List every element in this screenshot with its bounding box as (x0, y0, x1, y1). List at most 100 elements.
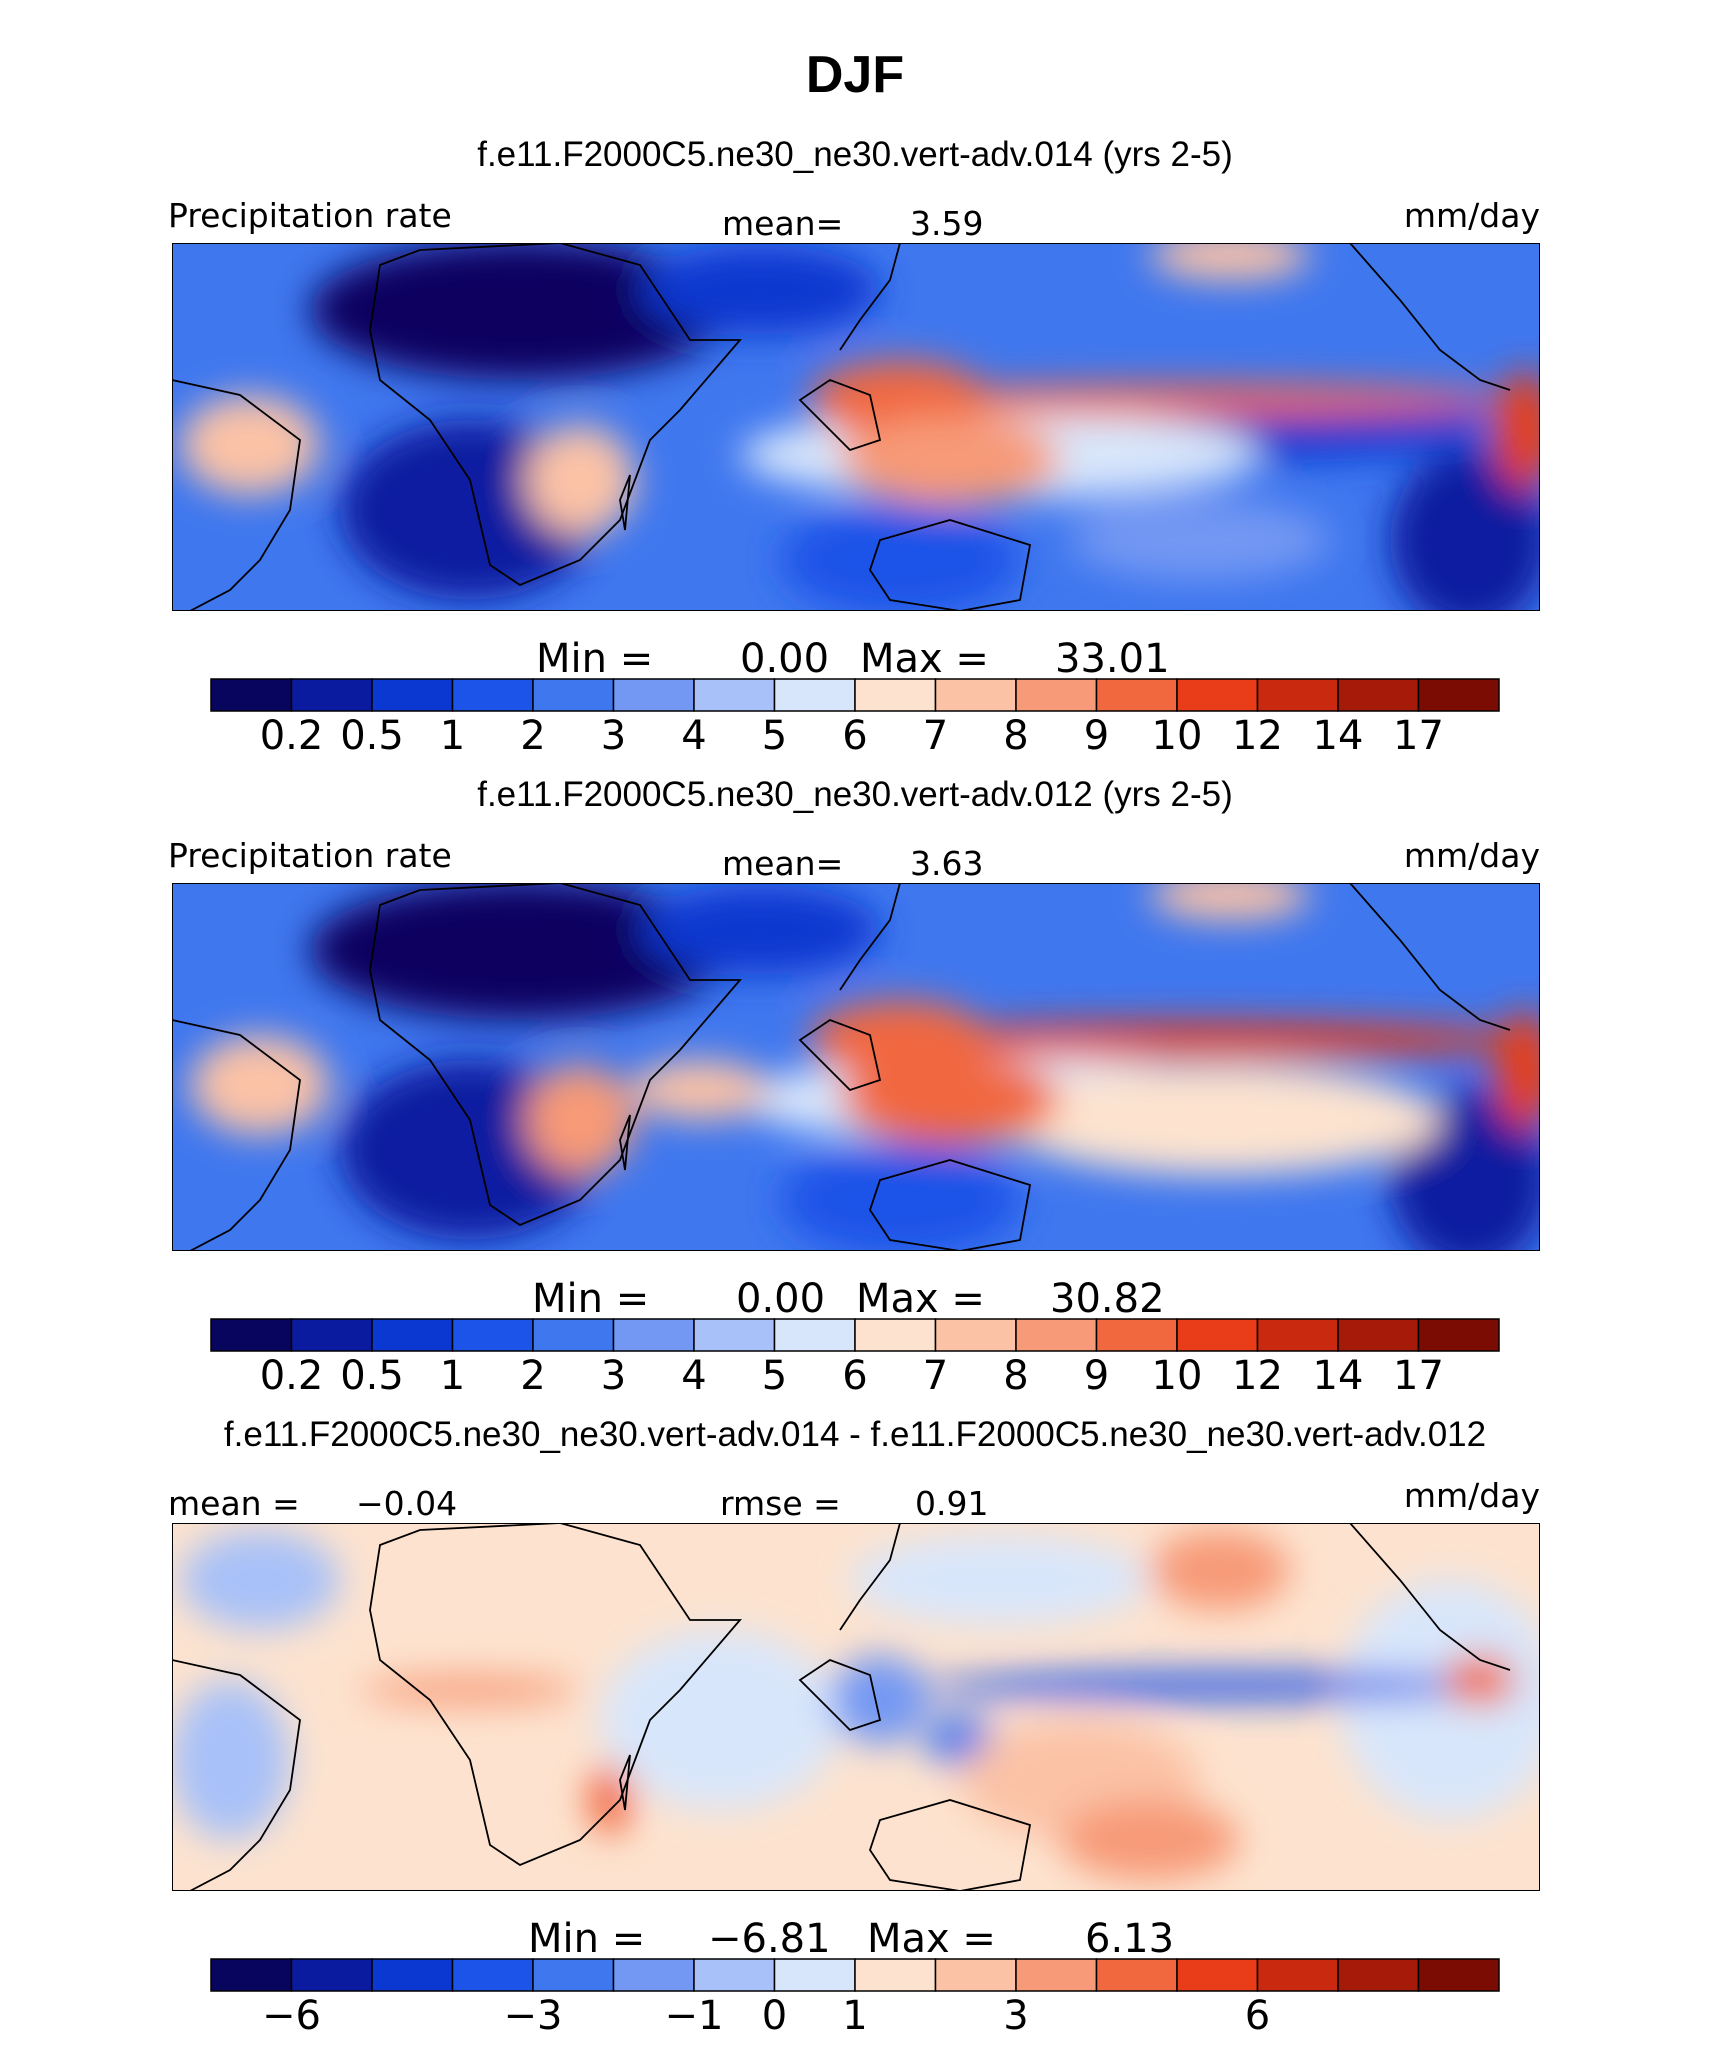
panel-3-min-value: −6.81 (708, 1916, 831, 1962)
colorbar-2-tick-12: 12 (1232, 1353, 1283, 1399)
panel-2-colorbar: 0.2 0.5 1 2 3 4 5 6 7 8 9 10 12 14 17 (210, 1318, 1500, 1399)
panel-2-max-value: 30.82 (1050, 1276, 1165, 1322)
panel-3-coastlines (172, 1523, 1511, 1891)
colorbar-2-tick-1: 0.5 (340, 1353, 404, 1399)
colorbar-3-swatch-13 (1256, 1958, 1339, 1992)
colorbar-1-swatch-15 (1417, 678, 1500, 712)
colorbar-1-tick-14: 17 (1393, 713, 1444, 759)
colorbar-2-swatch-13 (1256, 1318, 1339, 1352)
colorbar-3-swatch-12 (1176, 1958, 1259, 1992)
colorbar-3-swatch-6 (693, 1958, 776, 1992)
panel-3-map-field (172, 1523, 1540, 1891)
colorbar-1-swatch-4 (532, 678, 615, 712)
panel-1-max-label: Max = (860, 636, 989, 682)
colorbar-1-swatch-0 (210, 678, 293, 712)
colorbar-3-swatch-2 (371, 1958, 454, 1992)
colorbar-1-tick-2: 1 (440, 713, 465, 759)
colorbar-3-swatch-4 (532, 1958, 615, 1992)
colorbar-2-swatch-6 (693, 1318, 776, 1352)
colorbar-1-swatch-2 (371, 678, 454, 712)
colorbar-1-swatch-13 (1256, 678, 1339, 712)
colorbar-1-tick-1: 0.5 (340, 713, 404, 759)
panel-2-units: mm/day (1404, 836, 1540, 875)
colorbar-2-tick-14: 17 (1393, 1353, 1444, 1399)
colorbar-3-swatch-8 (854, 1958, 937, 1992)
panel-1-min-label: Min = (536, 636, 653, 682)
colorbar-1-swatch-6 (693, 678, 776, 712)
colorbar-2-tick-13: 14 (1313, 1353, 1364, 1399)
panel-3-units: mm/day (1404, 1476, 1540, 1515)
colorbar-1-swatch-3 (451, 678, 534, 712)
colorbar-1-swatch-14 (1337, 678, 1420, 712)
colorbar-2-tick-11: 10 (1152, 1353, 1203, 1399)
colorbar-2-swatch-5 (612, 1318, 695, 1352)
colorbar-3-tick-3: 0 (762, 1993, 787, 2039)
panel-1-coastlines (172, 243, 1511, 611)
colorbar-1-tick-12: 12 (1232, 713, 1283, 759)
colorbar-3-swatch-11 (1095, 1958, 1178, 1992)
colorbar-2-tick-2: 1 (440, 1353, 465, 1399)
colorbar-1-tick-10: 9 (1084, 713, 1109, 759)
colorbar-3-swatch-1 (290, 1958, 373, 1992)
colorbar-2-swatch-8 (854, 1318, 937, 1352)
panel-2-min-label: Min = (532, 1276, 649, 1322)
panel-1-colorbar: 0.2 0.5 1 2 3 4 5 6 7 8 9 10 12 14 17 (210, 678, 1500, 759)
panel-3-max-value: 6.13 (1085, 1916, 1174, 1962)
colorbar-1-tick-8: 7 (923, 713, 948, 759)
colorbar-1-tick-9: 8 (1003, 713, 1028, 759)
panel-2-mean-label: mean= (722, 844, 843, 883)
colorbar-3-tick-6: 6 (1245, 1993, 1270, 2039)
figure-title: DJF (806, 46, 904, 104)
colorbar-2-swatch-1 (290, 1318, 373, 1352)
colorbar-2-swatch-10 (1015, 1318, 1098, 1352)
colorbar-2-tick-3: 2 (520, 1353, 545, 1399)
colorbar-1-swatch-9 (934, 678, 1017, 712)
colorbar-2-tick-6: 5 (762, 1353, 787, 1399)
colorbar-3-tick-4: 1 (842, 1993, 867, 2039)
panel-2-mean-value: 3.63 (910, 844, 983, 883)
panel-2-title: f.e11.F2000C5.ne30_ne30.vert-adv.012 (yr… (477, 775, 1233, 814)
colorbar-3-tick-0: −6 (262, 1993, 321, 2039)
colorbar-2-swatch-12 (1176, 1318, 1259, 1352)
panel-2: f.e11.F2000C5.ne30_ne30.vert-adv.012 (yr… (168, 775, 1540, 1399)
colorbar-3-swatch-0 (210, 1958, 293, 1992)
colorbar-2-swatch-15 (1417, 1318, 1500, 1352)
colorbar-2-swatch-0 (210, 1318, 293, 1352)
colorbar-2-tick-4: 3 (601, 1353, 626, 1399)
colorbar-3-swatch-14 (1337, 1958, 1420, 1992)
colorbar-3-tick-5: 3 (1003, 1993, 1028, 2039)
colorbar-1-swatch-12 (1176, 678, 1259, 712)
colorbar-2-tick-0: 0.2 (260, 1353, 324, 1399)
colorbar-1-tick-13: 14 (1313, 713, 1364, 759)
colorbar-3-swatch-3 (451, 1958, 534, 1992)
panel-1-title: f.e11.F2000C5.ne30_ne30.vert-adv.014 (yr… (477, 135, 1233, 174)
panel-3-colorbar: −6 −3 −1 0 1 3 6 (210, 1958, 1500, 2039)
colorbar-1-tick-6: 5 (762, 713, 787, 759)
colorbar-1-tick-3: 2 (520, 713, 545, 759)
colorbar-2-tick-9: 8 (1003, 1353, 1028, 1399)
colorbar-1-tick-4: 3 (601, 713, 626, 759)
panel-1: f.e11.F2000C5.ne30_ne30.vert-adv.014 (yr… (168, 135, 1540, 759)
colorbar-3-swatch-15 (1417, 1958, 1500, 1992)
colorbar-2-swatch-7 (773, 1318, 856, 1352)
panel-2-coastlines (172, 883, 1511, 1251)
panel-1-variable: Precipitation rate (168, 196, 452, 235)
colorbar-1-tick-0: 0.2 (260, 713, 324, 759)
colorbar-1-swatch-5 (612, 678, 695, 712)
colorbar-2-tick-10: 9 (1084, 1353, 1109, 1399)
panel-3: f.e11.F2000C5.ne30_ne30.vert-adv.014 - f… (168, 1415, 1540, 2039)
colorbar-2-swatch-14 (1337, 1318, 1420, 1352)
panel-2-variable: Precipitation rate (168, 836, 452, 875)
colorbar-1-tick-5: 4 (681, 713, 706, 759)
panel-1-mean-value: 3.59 (910, 204, 983, 243)
colorbar-2-swatch-4 (532, 1318, 615, 1352)
colorbar-2-tick-5: 4 (681, 1353, 706, 1399)
colorbar-1-swatch-7 (773, 678, 856, 712)
panel-2-min-value: 0.00 (736, 1276, 825, 1322)
colorbar-3-swatch-10 (1015, 1958, 1098, 1992)
panel-1-max-value: 33.01 (1055, 636, 1170, 682)
colorbar-2-swatch-3 (451, 1318, 534, 1352)
colorbar-3-swatch-7 (773, 1958, 856, 1992)
panel-1-map-field (172, 243, 1540, 611)
